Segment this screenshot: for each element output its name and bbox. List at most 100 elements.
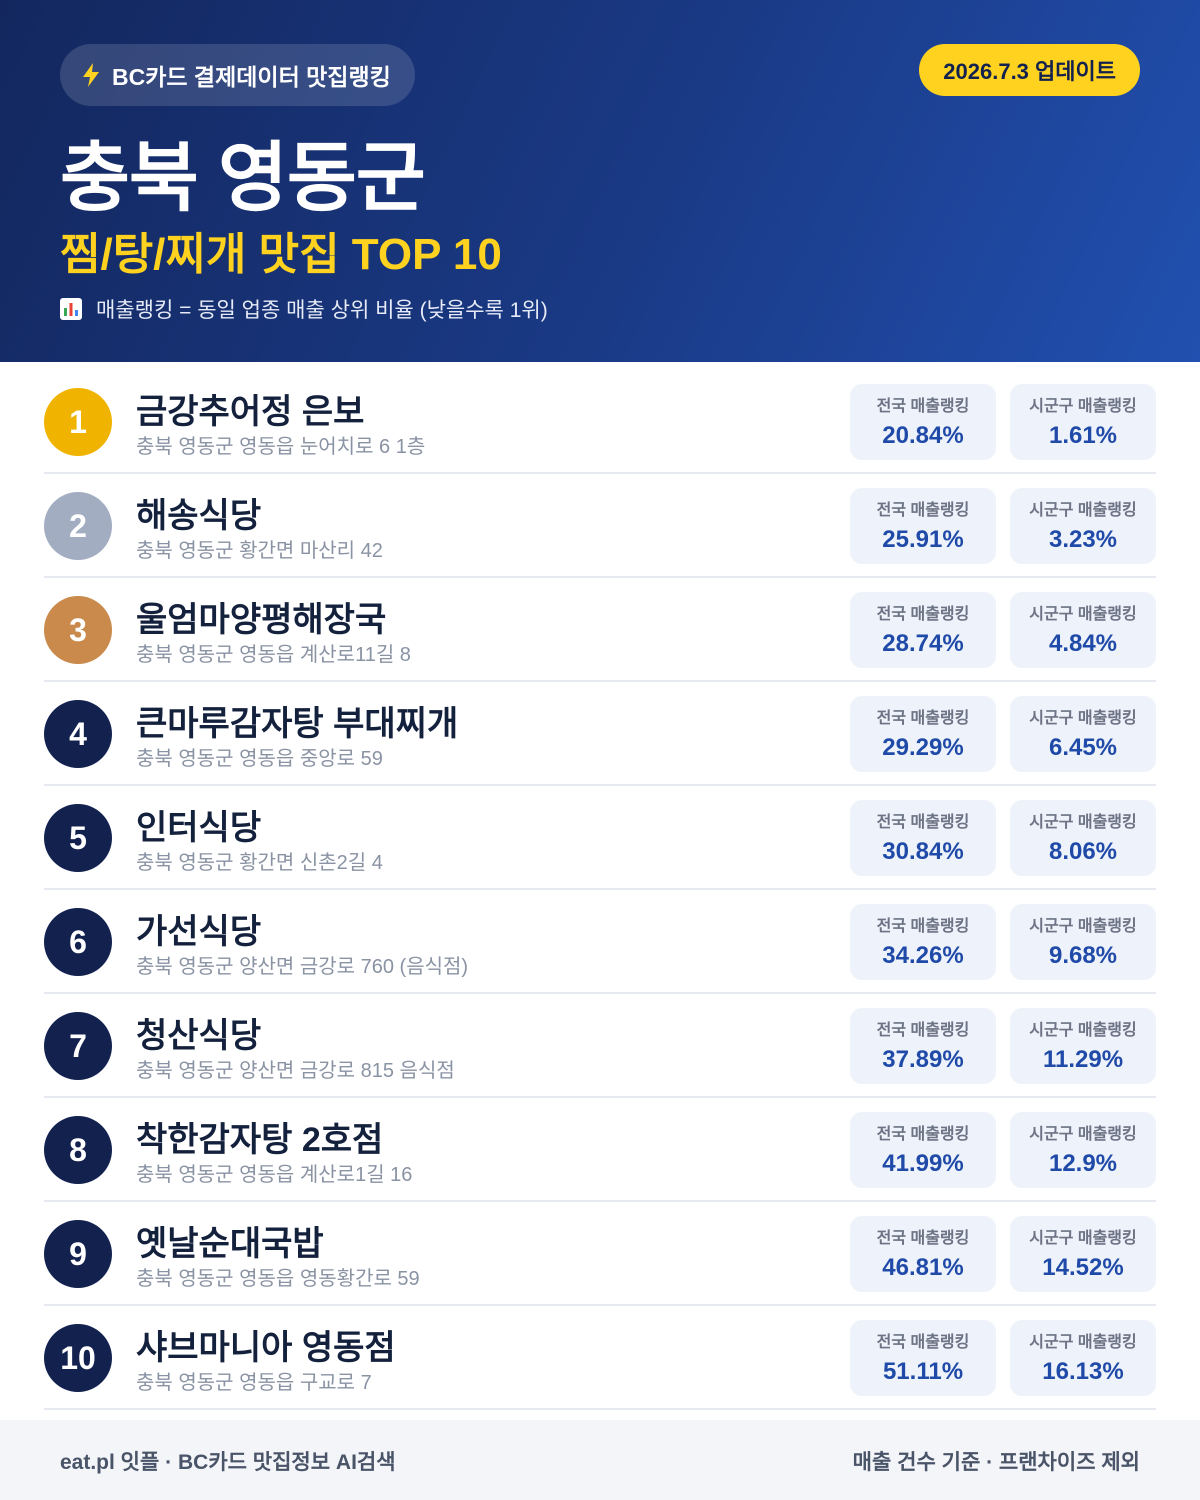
local-rank-box: 시군구 매출랭킹 1.61% <box>1010 384 1156 460</box>
national-rank-label: 전국 매출랭킹 <box>876 606 970 623</box>
local-rank-label: 시군구 매출랭킹 <box>1029 502 1137 519</box>
rank-badge: 1 <box>44 388 112 456</box>
local-rank-box: 시군구 매출랭킹 6.45% <box>1010 696 1156 772</box>
restaurant-name: 청산식당 <box>136 1017 262 1055</box>
local-rank-value: 11.29% <box>1042 1046 1124 1073</box>
local-rank-value: 9.68% <box>1048 942 1118 969</box>
local-rank-label: 시군구 매출랭킹 <box>1029 710 1137 727</box>
local-rank-box: 시군구 매출랭킹 9.68% <box>1010 904 1156 980</box>
restaurant-name: 착한감자탕 2호점 <box>136 1121 384 1159</box>
title: 충북 영동군 <box>60 136 426 221</box>
local-rank-value: 14.52% <box>1042 1254 1124 1281</box>
local-rank-label: 시군구 매출랭킹 <box>1029 918 1137 935</box>
footer-right: 매출 건수 기준 · 프랜차이즈 제외 <box>852 1451 1140 1474</box>
restaurant-row: 10 샤브마니아 영동점 충북 영동군 영동읍 구교로 7 전국 매출랭킹 51.11%… <box>44 1306 1156 1410</box>
restaurant-name: 금강추어정 은보 <box>136 393 365 431</box>
restaurant-name: 옛날순대국밥 <box>136 1225 324 1263</box>
local-rank-box: 시군구 매출랭킹 11.29% <box>1010 1008 1156 1084</box>
national-rank-box: 전국 매출랭킹 28.74% <box>850 592 996 668</box>
local-rank-box: 시군구 매출랭킹 12.9% <box>1010 1112 1156 1188</box>
footer: eat.pl 잇플 · BC카드 맛집정보 AI검색 매출 건수 기준 · 프랜… <box>0 1420 1200 1500</box>
note: 매출랭킹 = 동일 업종 매출 상위 비율 (낮을수록 1위) <box>60 294 548 324</box>
restaurant-address: 충북 영동군 영동읍 영동황간로 59 <box>136 1268 420 1290</box>
national-rank-box: 전국 매출랭킹 20.84% <box>850 384 996 460</box>
header: BC카드 결제데이터 맛집랭킹 2026.7.3 업데이트 충북 영동군 찜/탕… <box>0 0 1200 362</box>
local-rank-label: 시군구 매출랭킹 <box>1029 1022 1137 1039</box>
national-rank-box: 전국 매출랭킹 51.11% <box>850 1320 996 1396</box>
local-rank-label: 시군구 매출랭킹 <box>1029 814 1137 831</box>
local-rank-box: 시군구 매출랭킹 8.06% <box>1010 800 1156 876</box>
local-rank-box: 시군구 매출랭킹 4.84% <box>1010 592 1156 668</box>
restaurant-row: 5 인터식당 충북 영동군 황간면 신촌2길 4 전국 매출랭킹 30.84% 시군구 매… <box>44 786 1156 890</box>
restaurant-address: 충북 영동군 양산면 금강로 760 (음식점) <box>136 956 469 978</box>
local-rank-box: 시군구 매출랭킹 16.13% <box>1010 1320 1156 1396</box>
footer-left: eat.pl 잇플 · BC카드 맛집정보 AI검색 <box>60 1451 396 1474</box>
local-rank-box: 시군구 매출랭킹 3.23% <box>1010 488 1156 564</box>
national-rank-value: 25.91% <box>882 526 964 553</box>
local-rank-value: 8.06% <box>1048 838 1118 865</box>
national-rank-label: 전국 매출랭킹 <box>876 1022 970 1039</box>
national-rank-value: 51.11% <box>882 1358 964 1385</box>
restaurant-address: 충북 영동군 영동읍 눈어치로 6 1층 <box>136 436 426 458</box>
national-rank-value: 46.81% <box>882 1254 964 1281</box>
rank-badge: 3 <box>44 596 112 664</box>
restaurant-row: 4 큰마루감자탕 부대찌개 충북 영동군 영동읍 중앙로 59 전국 매출랭킹 29.2… <box>44 682 1156 786</box>
local-rank-value: 4.84% <box>1048 630 1118 657</box>
rank-badge: 5 <box>44 804 112 872</box>
restaurant-address: 충북 영동군 황간면 마산리 42 <box>136 540 383 562</box>
national-rank-box: 전국 매출랭킹 25.91% <box>850 488 996 564</box>
restaurant-address: 충북 영동군 영동읍 구교로 7 <box>136 1372 372 1394</box>
subtitle: 찜/탕/찌개 맛집 TOP 10 <box>60 230 502 279</box>
badge-text: BC카드 결제데이터 맛집랭킹 <box>112 64 391 90</box>
local-rank-value: 6.45% <box>1048 734 1118 761</box>
national-rank-box: 전국 매출랭킹 46.81% <box>850 1216 996 1292</box>
national-rank-box: 전국 매출랭킹 34.26% <box>850 904 996 980</box>
local-rank-value: 12.9% <box>1048 1150 1118 1177</box>
restaurant-address: 충북 영동군 영동읍 계산로11길 8 <box>136 644 411 666</box>
rank-badge: 2 <box>44 492 112 560</box>
national-rank-value: 20.84% <box>882 422 964 449</box>
update-date: 2026.7.3 업데이트 <box>919 44 1140 96</box>
local-rank-label: 시군구 매출랭킹 <box>1029 1230 1137 1247</box>
national-rank-label: 전국 매출랭킹 <box>876 918 970 935</box>
national-rank-value: 37.89% <box>882 1046 964 1073</box>
restaurant-name: 해송식당 <box>136 497 262 535</box>
rank-badge: 8 <box>44 1116 112 1184</box>
rank-badge: 4 <box>44 700 112 768</box>
restaurant-name: 큰마루감자탕 부대찌개 <box>136 705 459 743</box>
restaurant-address: 충북 영동군 양산면 금강로 815 음식점 <box>136 1060 455 1082</box>
restaurant-name: 울엄마양평해장국 <box>136 601 387 639</box>
national-rank-label: 전국 매출랭킹 <box>876 710 970 727</box>
national-rank-value: 28.74% <box>882 630 964 657</box>
local-rank-label: 시군구 매출랭킹 <box>1029 606 1137 623</box>
local-rank-value: 16.13% <box>1042 1358 1124 1385</box>
national-rank-box: 전국 매출랭킹 37.89% <box>850 1008 996 1084</box>
rank-badge: 10 <box>44 1324 112 1392</box>
rank-badge: 7 <box>44 1012 112 1080</box>
local-rank-value: 3.23% <box>1048 526 1118 553</box>
national-rank-value: 29.29% <box>882 734 964 761</box>
rank-badge: 6 <box>44 908 112 976</box>
local-rank-label: 시군구 매출랭킹 <box>1029 398 1137 415</box>
restaurant-address: 충북 영동군 황간면 신촌2길 4 <box>136 852 383 874</box>
national-rank-value: 30.84% <box>882 838 964 865</box>
national-rank-label: 전국 매출랭킹 <box>876 1126 970 1143</box>
restaurant-row: 8 착한감자탕 2호점 충북 영동군 영동읍 계산로1길 16 전국 매출랭킹 41.9… <box>44 1098 1156 1202</box>
national-rank-box: 전국 매출랭킹 30.84% <box>850 800 996 876</box>
rank-badge: 9 <box>44 1220 112 1288</box>
restaurant-name: 인터식당 <box>136 809 262 847</box>
restaurant-name: 가선식당 <box>136 913 262 951</box>
badge: BC카드 결제데이터 맛집랭킹 <box>60 44 415 106</box>
national-rank-box: 전국 매출랭킹 41.99% <box>850 1112 996 1188</box>
local-rank-label: 시군구 매출랭킹 <box>1029 1334 1137 1351</box>
national-rank-box: 전국 매출랭킹 29.29% <box>850 696 996 772</box>
note-text: 매출랭킹 = 동일 업종 매출 상위 비율 (낮을수록 1위) <box>96 299 548 322</box>
national-rank-label: 전국 매출랭킹 <box>876 502 970 519</box>
